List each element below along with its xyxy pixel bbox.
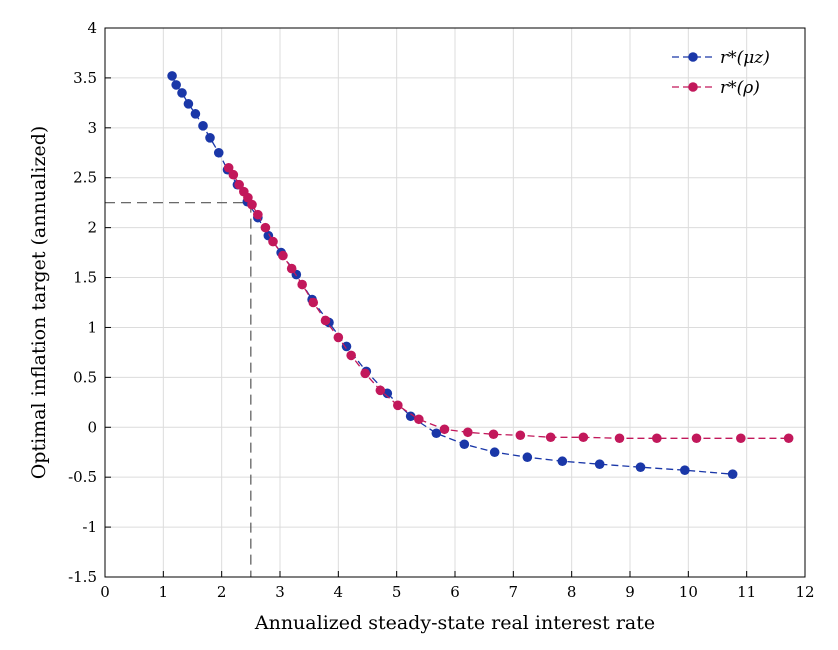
data-point (488, 429, 499, 440)
x-tick-label: 0 (100, 583, 110, 601)
series-layer (167, 71, 794, 479)
y-tick-label: 1 (87, 318, 97, 336)
legend-label: r*(ρ) (720, 78, 760, 98)
data-point (228, 169, 239, 180)
y-tick-label: 1.5 (73, 269, 97, 287)
legend-marker (688, 52, 698, 62)
legend-entry: r*(μz) (672, 48, 770, 68)
legend-label: r*(μz) (720, 48, 770, 68)
data-point (635, 462, 646, 473)
data-point (198, 121, 208, 131)
series-line (171, 75, 733, 475)
y-tick-label: 3.5 (73, 69, 97, 87)
data-point (268, 236, 278, 247)
data-point (727, 469, 738, 479)
data-point (578, 432, 589, 443)
series-2 (223, 162, 794, 444)
data-point (405, 411, 416, 422)
y-tick-label: 0 (87, 418, 97, 436)
data-point (223, 162, 234, 173)
y-tick-label: 0.5 (73, 368, 97, 386)
y-tick-labels: -1.5 -1 -0.5 0 0.5 1 1.5 2 2.5 3 3.5 4 (68, 19, 111, 586)
data-point (171, 80, 181, 90)
y-tick-label: 3 (87, 119, 97, 137)
x-tick-label: 1 (159, 583, 169, 601)
y-tick-label: -1.5 (68, 568, 97, 586)
legend: r*(μz) r*(ρ) (672, 48, 770, 98)
x-tick-label: 5 (392, 583, 402, 601)
data-point (247, 199, 257, 210)
data-point (614, 433, 625, 444)
data-point (680, 465, 690, 475)
data-point (346, 350, 356, 361)
data-point (190, 109, 201, 119)
legend-marker (688, 82, 698, 92)
x-tick-label: 3 (275, 583, 285, 601)
x-tick-label: 10 (679, 583, 698, 601)
data-point (183, 99, 194, 109)
data-point (594, 459, 605, 470)
data-point (545, 432, 556, 443)
grid-layer (104, 27, 806, 578)
data-point (489, 447, 500, 458)
y-tick-label: -0.5 (68, 468, 97, 486)
data-point (260, 222, 271, 233)
legend-entry: r*(ρ) (672, 78, 760, 98)
data-point (414, 414, 424, 425)
x-tick-label: 6 (450, 583, 460, 601)
x-tick-label: 7 (509, 583, 519, 601)
data-point (320, 315, 331, 326)
data-point (431, 428, 442, 439)
data-point (308, 297, 319, 308)
y-tick-label: 2 (87, 219, 97, 237)
data-point (515, 430, 526, 441)
x-tick-label: 8 (567, 583, 577, 601)
data-point (783, 433, 794, 444)
x-tick-label: 11 (737, 583, 756, 601)
x-tick-label: 9 (625, 583, 635, 601)
data-point (557, 456, 568, 467)
y-tick-label: 2.5 (73, 169, 97, 187)
y-axis-label: Optimal inflation target (annualized) (28, 126, 50, 480)
data-point (375, 385, 386, 396)
series-1 (167, 71, 738, 479)
data-point (341, 341, 352, 352)
data-point (278, 250, 288, 261)
data-point (360, 368, 370, 379)
x-tick-label: 12 (795, 583, 814, 601)
data-point (243, 192, 253, 203)
data-point (393, 400, 403, 411)
reference-lines (105, 202, 252, 577)
x-tick-label: 2 (217, 583, 227, 601)
y-tick-label: -1 (82, 518, 97, 536)
data-point (213, 147, 224, 158)
data-point (459, 439, 470, 450)
data-point (167, 71, 177, 81)
x-tick-labels: 0 1 2 3 4 5 6 7 8 9 10 11 12 (100, 571, 815, 601)
data-point (297, 279, 307, 290)
data-point (463, 427, 473, 438)
data-point (205, 133, 215, 143)
data-point (652, 433, 662, 444)
data-point (177, 88, 187, 98)
y-tick-label: 4 (87, 19, 97, 37)
data-point (439, 424, 450, 435)
x-tick-label: 4 (334, 583, 344, 601)
data-point (333, 332, 344, 343)
data-point (234, 179, 244, 190)
data-point (286, 263, 297, 274)
data-point (253, 209, 263, 220)
x-axis-label: Annualized steady-state real interest ra… (254, 612, 655, 634)
data-point (522, 452, 533, 463)
data-point (691, 433, 702, 444)
data-point (736, 433, 746, 444)
